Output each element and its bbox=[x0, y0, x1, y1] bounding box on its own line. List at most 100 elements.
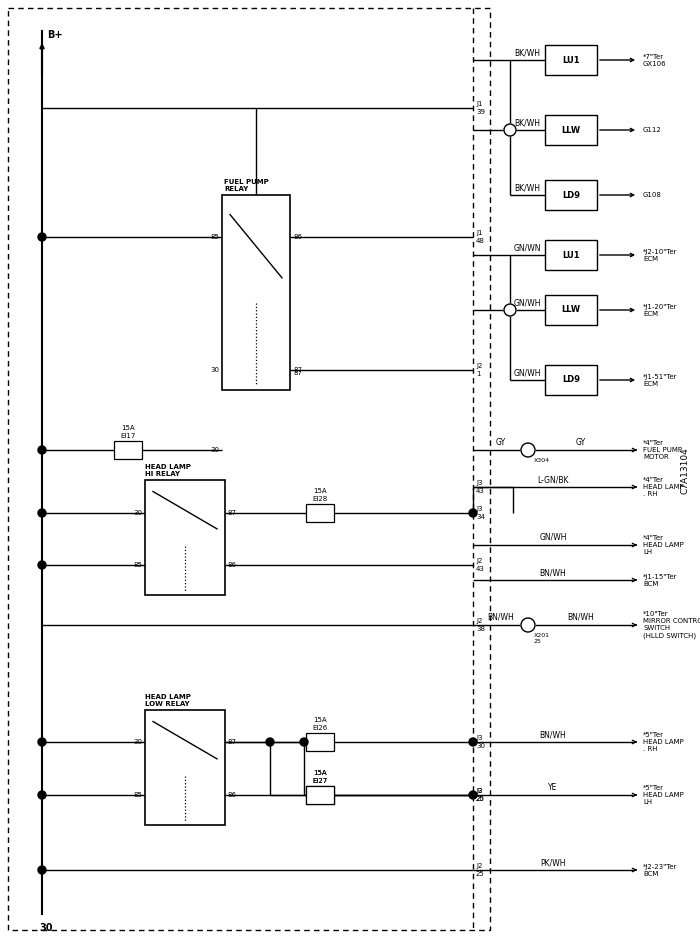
Circle shape bbox=[469, 509, 477, 517]
Bar bbox=[114, 441, 142, 459]
Bar bbox=[545, 240, 597, 270]
Text: FUEL PUMP
RELAY: FUEL PUMP RELAY bbox=[224, 179, 269, 192]
Text: HEAD LAMP
LOW RELAY: HEAD LAMP LOW RELAY bbox=[145, 694, 191, 707]
Bar bbox=[306, 786, 334, 804]
Text: 25: 25 bbox=[476, 871, 484, 877]
Text: EI27: EI27 bbox=[312, 778, 328, 784]
Bar bbox=[8, 8, 490, 930]
Text: *J1-20"Ter
ECM: *J1-20"Ter ECM bbox=[643, 304, 678, 316]
Text: 25: 25 bbox=[476, 796, 484, 802]
Circle shape bbox=[469, 791, 477, 799]
Bar bbox=[545, 115, 597, 145]
Circle shape bbox=[469, 738, 477, 746]
Circle shape bbox=[38, 791, 46, 799]
Text: GN/WH: GN/WH bbox=[514, 298, 541, 307]
Text: 38: 38 bbox=[476, 626, 485, 632]
Text: 86: 86 bbox=[293, 234, 302, 240]
Text: 48: 48 bbox=[476, 238, 485, 244]
Text: LU1: LU1 bbox=[562, 56, 580, 65]
Text: 34: 34 bbox=[476, 514, 485, 520]
Text: *5"Ter
HEAD LAMP
LH: *5"Ter HEAD LAMP LH bbox=[643, 785, 684, 805]
Bar bbox=[145, 710, 225, 825]
Text: J2: J2 bbox=[476, 363, 482, 369]
Text: J3: J3 bbox=[476, 735, 482, 741]
Text: GN/WH: GN/WH bbox=[539, 533, 567, 542]
Text: BK/WH: BK/WH bbox=[514, 118, 540, 127]
Bar bbox=[545, 295, 597, 325]
Text: 43: 43 bbox=[476, 488, 485, 494]
Text: G112: G112 bbox=[643, 127, 662, 133]
Text: *10"Ter
MIRROR CONTROL
SWITCH
(HLLD SWITCH): *10"Ter MIRROR CONTROL SWITCH (HLLD SWIT… bbox=[643, 612, 700, 639]
Text: LD9: LD9 bbox=[562, 190, 580, 199]
Circle shape bbox=[504, 124, 516, 136]
Text: J3: J3 bbox=[476, 480, 482, 486]
Text: *J2-10"Ter
ECM: *J2-10"Ter ECM bbox=[643, 248, 678, 262]
Text: J3: J3 bbox=[476, 506, 482, 512]
Text: 85: 85 bbox=[210, 234, 219, 240]
Text: EI17: EI17 bbox=[120, 433, 136, 439]
Text: *J2-23"Ter
BCM: *J2-23"Ter BCM bbox=[643, 864, 678, 876]
Text: LLW: LLW bbox=[561, 306, 580, 314]
Bar bbox=[545, 45, 597, 75]
Text: 15A: 15A bbox=[313, 488, 327, 494]
Text: J2: J2 bbox=[476, 788, 482, 794]
Text: 87: 87 bbox=[228, 510, 237, 516]
Text: 43: 43 bbox=[476, 566, 485, 572]
Text: 30: 30 bbox=[133, 510, 142, 516]
Text: 30: 30 bbox=[476, 743, 485, 749]
Text: *4"Ter
FUEL PUMP
MOTOR: *4"Ter FUEL PUMP MOTOR bbox=[643, 440, 682, 460]
Text: GY: GY bbox=[575, 438, 586, 447]
Text: 15A: 15A bbox=[313, 770, 327, 776]
Text: J2: J2 bbox=[476, 618, 482, 624]
Text: J3: J3 bbox=[476, 788, 482, 794]
Bar bbox=[545, 365, 597, 395]
Circle shape bbox=[521, 443, 535, 457]
Circle shape bbox=[300, 738, 308, 746]
Text: 30: 30 bbox=[133, 739, 142, 745]
Text: 86: 86 bbox=[228, 562, 237, 568]
Text: PK/WH: PK/WH bbox=[540, 858, 566, 867]
Text: YE: YE bbox=[548, 783, 558, 792]
Circle shape bbox=[38, 509, 46, 517]
Text: X304: X304 bbox=[534, 458, 550, 463]
Text: G108: G108 bbox=[643, 192, 662, 198]
Circle shape bbox=[38, 446, 46, 454]
Text: LU1: LU1 bbox=[562, 250, 580, 260]
Bar bbox=[222, 195, 290, 390]
Text: J2: J2 bbox=[476, 558, 482, 564]
Text: 30: 30 bbox=[210, 447, 219, 453]
Text: *5"Ter
HEAD LAMP
. RH: *5"Ter HEAD LAMP . RH bbox=[643, 732, 684, 752]
Text: BN/WH: BN/WH bbox=[487, 613, 514, 622]
Text: BN/WH: BN/WH bbox=[540, 568, 566, 577]
Text: GN/WH: GN/WH bbox=[514, 368, 541, 377]
Text: BN/WH: BN/WH bbox=[540, 730, 566, 739]
Text: *J1-51"Ter
ECM: *J1-51"Ter ECM bbox=[643, 374, 678, 387]
Circle shape bbox=[266, 738, 274, 746]
Text: 87: 87 bbox=[293, 367, 302, 373]
Circle shape bbox=[38, 738, 46, 746]
Text: 15A: 15A bbox=[313, 717, 327, 723]
Text: 1: 1 bbox=[476, 371, 480, 377]
Text: 15A: 15A bbox=[313, 770, 327, 776]
Text: *J1-15"Ter
BCM: *J1-15"Ter BCM bbox=[643, 573, 678, 586]
Text: X201
25: X201 25 bbox=[534, 633, 550, 644]
Text: 87: 87 bbox=[228, 739, 237, 745]
Text: L-GN/BK: L-GN/BK bbox=[538, 475, 568, 484]
Text: GY: GY bbox=[496, 438, 505, 447]
Text: HEAD LAMP
HI RELAY: HEAD LAMP HI RELAY bbox=[145, 464, 191, 477]
Circle shape bbox=[521, 618, 535, 632]
Text: LD9: LD9 bbox=[562, 375, 580, 385]
Text: BK/WH: BK/WH bbox=[514, 48, 540, 57]
Text: EI27: EI27 bbox=[312, 778, 328, 784]
Text: *4"Ter
HEAD LAMP
. RH: *4"Ter HEAD LAMP . RH bbox=[643, 477, 684, 497]
Text: *7"Ter
GX106: *7"Ter GX106 bbox=[643, 54, 666, 67]
Text: LLW: LLW bbox=[561, 125, 580, 135]
Text: BK/WH: BK/WH bbox=[514, 183, 540, 192]
Bar bbox=[306, 733, 334, 751]
Text: 86: 86 bbox=[228, 792, 237, 798]
Text: GN/WN: GN/WN bbox=[514, 243, 541, 252]
Text: 30: 30 bbox=[210, 367, 219, 373]
Text: EI28: EI28 bbox=[312, 496, 328, 502]
Text: 85: 85 bbox=[133, 792, 142, 798]
Text: C7A13104: C7A13104 bbox=[680, 447, 690, 494]
